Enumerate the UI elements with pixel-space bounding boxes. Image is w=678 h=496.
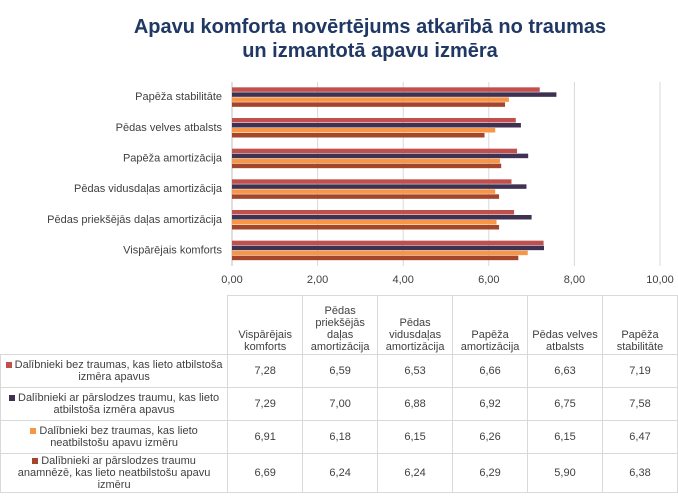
value-cell: 7,28 [227,354,304,388]
bar [232,102,506,107]
bar [232,255,519,261]
value-cell: 6,92 [452,387,529,421]
bar [232,210,515,215]
value-cell: 7,58 [601,387,678,421]
column-header: Pēdas vidusdaļas amortizācija [377,295,454,355]
value-cell: 6,75 [527,387,603,421]
legend-cell: Dalībnieki ar pārslodzes traumu anamnēzē… [0,453,229,493]
x-tick-label: 2,00 [307,274,328,286]
column-header: Pēdas priekšējās daļas amortizācija [302,295,379,355]
legend-label: Dalībnieki ar pārslodzes traumu, kas lie… [18,392,220,416]
column-header: Pēdas velves atbalsts [527,295,603,355]
chart-title: Apavu komforta novērtējums atkarībā no t… [134,16,606,62]
value-cell: 6,88 [377,387,454,421]
column-header: Papēža amortizācija [452,295,529,355]
value-cell: 6,59 [302,354,379,388]
column-header: Papēža stabilitāte [601,295,678,355]
bar [232,87,540,92]
value-cell: 6,38 [601,453,678,493]
bar [232,220,497,225]
bar [232,158,500,164]
y-tick-label: Pēdas velves atbalsts [116,122,223,134]
y-tick-label: Pēdas priekšējās daļas amortizācija [47,214,223,226]
value-cell: 6,66 [452,354,529,388]
value-cell: 7,00 [302,387,379,421]
bar [232,245,545,251]
value-cell: 6,69 [227,453,304,493]
legend-label: Dalībnieki bez traumas, kas lieto atbils… [14,359,223,383]
legend-swatch [5,362,12,369]
bar [232,240,544,246]
value-cell: 6,24 [302,453,379,493]
x-tick-label: 6,00 [478,274,499,286]
legend-cell: Dalībnieki ar pārslodzes traumu, kas lie… [0,387,229,421]
bar [232,153,529,159]
legend-swatch [30,428,37,435]
x-tick-label: 4,00 [392,274,413,286]
bar [232,97,509,102]
bar [232,148,518,154]
value-cell: 6,18 [302,420,379,454]
legend-label: Dalībnieki bez traumas, kas lieto neatbi… [39,425,198,449]
y-tick-label: Vispārējais komforts [123,245,222,257]
bar [232,225,500,230]
bar [232,123,521,128]
legend-swatch [32,458,39,465]
value-cell: 6,91 [227,420,304,454]
column-header: Vispārējais komforts [227,295,304,355]
bar [232,194,500,199]
bar [232,133,485,138]
table-corner [1,296,228,355]
bar [232,189,496,194]
bar [232,184,527,189]
y-tick-label: Papēža amortizācija [123,153,223,165]
bar [232,92,557,97]
value-cell: 6,15 [377,420,454,454]
chart: Apavu komforta novērtējums atkarībā no t… [47,16,674,286]
value-cell: 6,29 [452,453,529,493]
value-cell: 5,90 [527,453,603,493]
bar [232,118,516,123]
legend-cell: Dalībnieki bez traumas, kas lieto atbils… [0,354,229,388]
value-cell: 6,26 [452,420,529,454]
bar [232,215,532,220]
x-tick-label: 10,00 [646,274,674,286]
value-cell: 6,53 [377,354,454,388]
x-tick-label: 8,00 [564,274,585,286]
value-cell: 7,19 [601,354,678,388]
value-cell: 7,29 [227,387,304,421]
x-tick-label: 0,00 [221,274,242,286]
legend-label: Dalībnieki ar pārslodzes traumu anamnēzē… [17,455,211,491]
bar [232,250,528,256]
data-table: Vispārējais komforts Pēdas priekšējās daļ… [0,295,678,493]
bar [232,163,502,169]
legend-swatch [9,395,15,402]
bar [232,179,512,184]
y-tick-label: Papēža stabilitāte [135,91,222,103]
value-cell: 6,63 [527,354,603,388]
value-cell: 6,24 [377,453,454,493]
legend-cell: Dalībnieki bez traumas, kas lieto neatbi… [0,420,229,454]
value-cell: 6,47 [601,420,678,454]
y-tick-label: Pēdas vidusdaļas amortizācija [74,183,223,195]
value-cell: 6,15 [527,420,603,454]
bar [232,128,496,133]
